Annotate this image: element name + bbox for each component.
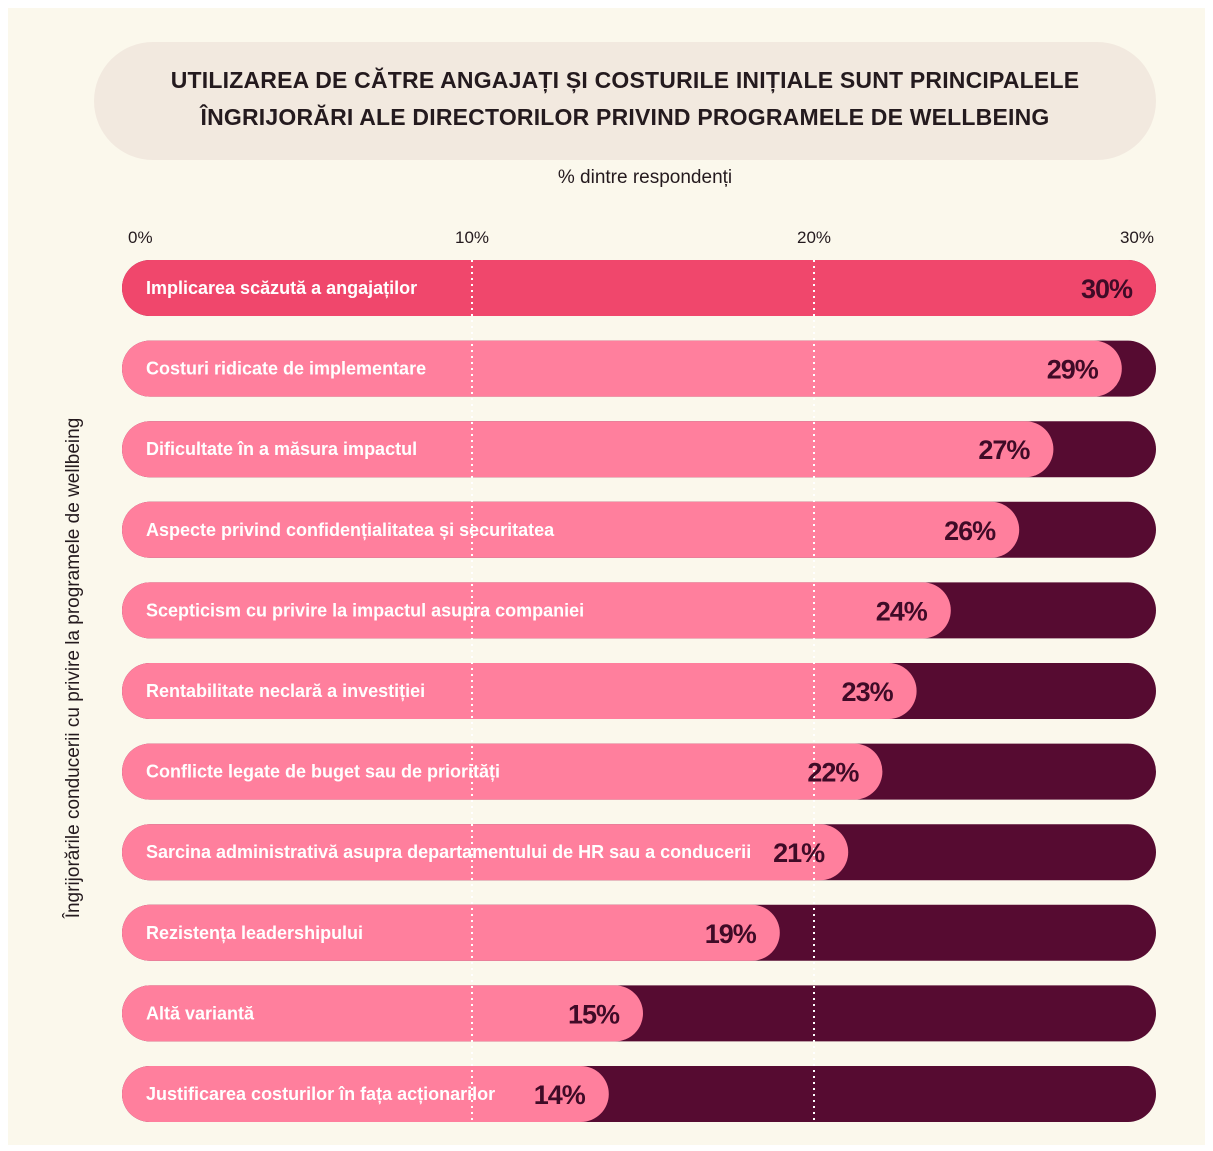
bar (122, 985, 643, 1042)
bar (122, 340, 1122, 397)
value-label: 15% (568, 999, 620, 1029)
value-label: 22% (807, 758, 859, 788)
category-label: Dificultate în a măsura impactul (146, 439, 417, 459)
x-axis-label: % dintre respondenți (557, 167, 733, 188)
value-label: 24% (876, 596, 928, 626)
bar (122, 743, 883, 800)
bar (122, 501, 1020, 558)
value-label: 19% (705, 919, 757, 949)
x-tick-label: 20% (797, 228, 831, 247)
value-label: 29% (1047, 355, 1099, 385)
x-tick-label: 0% (128, 228, 153, 247)
value-label: 14% (534, 1080, 586, 1110)
x-tick-label: 30% (1120, 228, 1154, 247)
category-label: Rentabilitate neclară a investiției (146, 681, 425, 701)
value-label: 21% (773, 838, 825, 868)
title-line-2: ÎNGRIJORĂRI ALE DIRECTORILOR PRIVIND PRO… (200, 104, 1050, 130)
category-label: Conflicte legate de buget sau de priorit… (146, 762, 500, 782)
title-line-1: UTILIZAREA DE CĂTRE ANGAJAȚI ȘI COSTURIL… (170, 67, 1080, 93)
category-label: Aspecte privind confidențialitatea și se… (146, 520, 555, 540)
category-label: Rezistența leadershipului (146, 923, 363, 943)
category-label: Implicarea scăzută a angajaților (146, 278, 417, 298)
category-label: Scepticism cu privire la impactul asupra… (146, 600, 584, 620)
category-label: Costuri ridicate de implementare (146, 359, 426, 379)
bar (122, 824, 849, 881)
category-label: Altă variantă (146, 1003, 255, 1023)
bar (122, 904, 780, 961)
chart-title: UTILIZAREA DE CĂTRE ANGAJAȚI ȘI COSTURIL… (94, 62, 1156, 136)
category-label: Justificarea costurilor în fața acționar… (146, 1084, 495, 1104)
bar (122, 421, 1054, 478)
value-label: 27% (978, 435, 1030, 465)
title-banner (94, 42, 1156, 160)
bar (122, 663, 917, 719)
bar (122, 260, 1156, 316)
bar (122, 1066, 609, 1122)
bar (122, 582, 951, 639)
x-tick-label: 10% (455, 228, 489, 247)
value-label: 30% (1081, 274, 1133, 304)
value-label: 26% (944, 516, 996, 546)
value-label: 23% (842, 677, 894, 707)
category-label: Sarcina administrativă asupra departamen… (146, 842, 751, 862)
